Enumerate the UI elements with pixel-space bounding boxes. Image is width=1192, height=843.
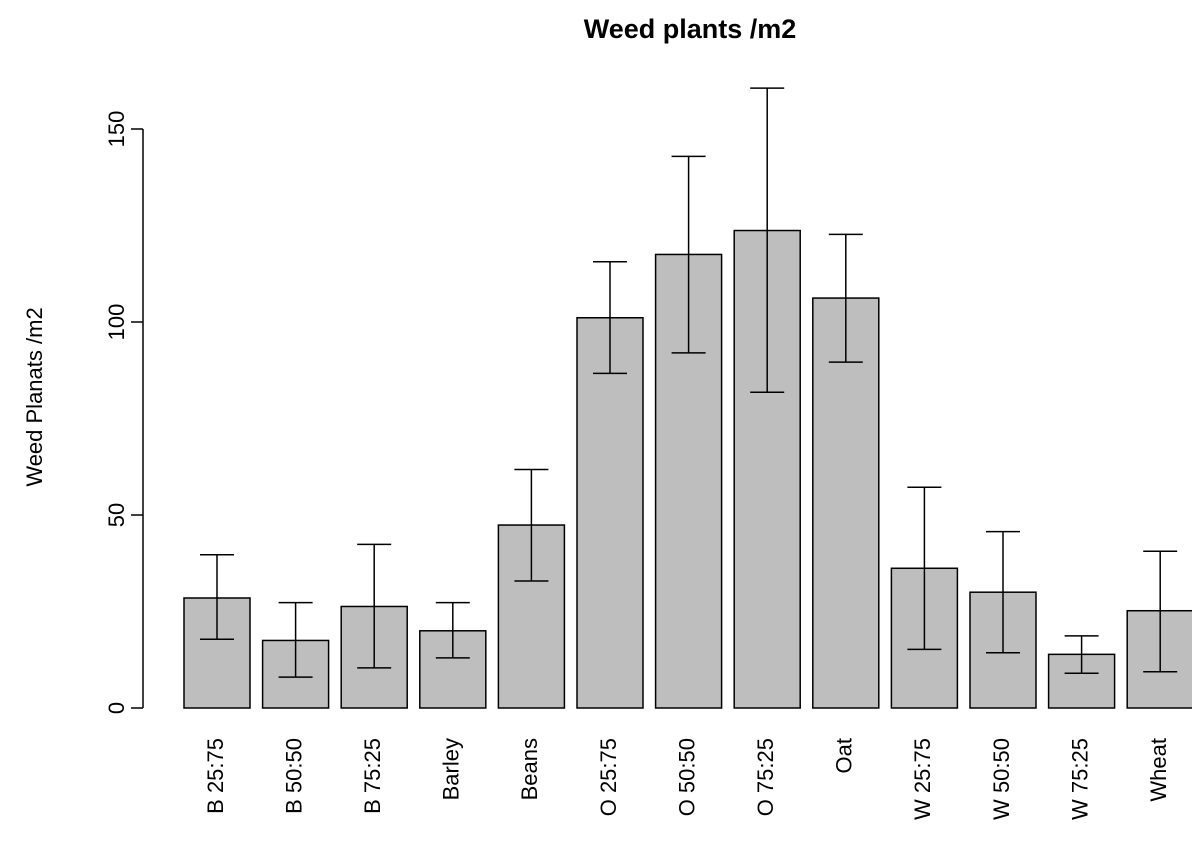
error-bar <box>200 554 234 641</box>
error-bar <box>435 601 470 659</box>
x-tick-label: Beans <box>517 738 542 800</box>
error-bar <box>1143 550 1178 673</box>
x-tick-label: Barley <box>439 738 464 800</box>
bar <box>812 297 880 709</box>
y-tick-label: 50 <box>104 503 129 527</box>
x-tick-label: W 25:75 <box>910 738 935 820</box>
y-tick-label: 100 <box>104 304 129 341</box>
error-bar <box>593 261 627 375</box>
error-bar <box>1064 635 1099 675</box>
x-tick-label: B 25:75 <box>203 738 228 814</box>
y-axis: 0 50 100 150 <box>104 111 144 714</box>
x-tick-label: Wheat <box>1146 738 1171 802</box>
y-tick-label: 150 <box>104 111 129 148</box>
error-bar <box>750 87 785 394</box>
error-bars-group <box>200 87 1178 678</box>
x-tick-labels: B 25:75 B 50:50 B 75:25 Barley Beans O 25:75 O… <box>203 738 1171 820</box>
bar <box>576 317 644 709</box>
x-tick-label: O 25:75 <box>596 738 621 816</box>
chart-title: Weed plants /m2 <box>584 14 797 44</box>
x-tick-label: B 50:50 <box>281 738 306 814</box>
x-tick-label: Oat <box>832 738 857 773</box>
x-tick-label: W 75:25 <box>1067 738 1092 820</box>
error-bar <box>986 530 1020 654</box>
x-tick-label: W 50:50 <box>989 738 1014 820</box>
y-axis-label: Weed Planats /m2 <box>22 307 47 486</box>
y-tick-label: 0 <box>104 702 129 714</box>
x-tick-label: O 75:25 <box>753 738 778 816</box>
error-bar <box>828 233 863 363</box>
x-tick-label: B 75:25 <box>360 738 385 814</box>
error-bar <box>357 543 392 669</box>
error-bar <box>907 486 942 651</box>
x-tick-label: O 50:50 <box>674 738 699 816</box>
error-bar <box>671 155 706 354</box>
bars-group <box>183 229 1192 709</box>
error-bar <box>278 601 313 678</box>
error-bar <box>514 468 549 582</box>
